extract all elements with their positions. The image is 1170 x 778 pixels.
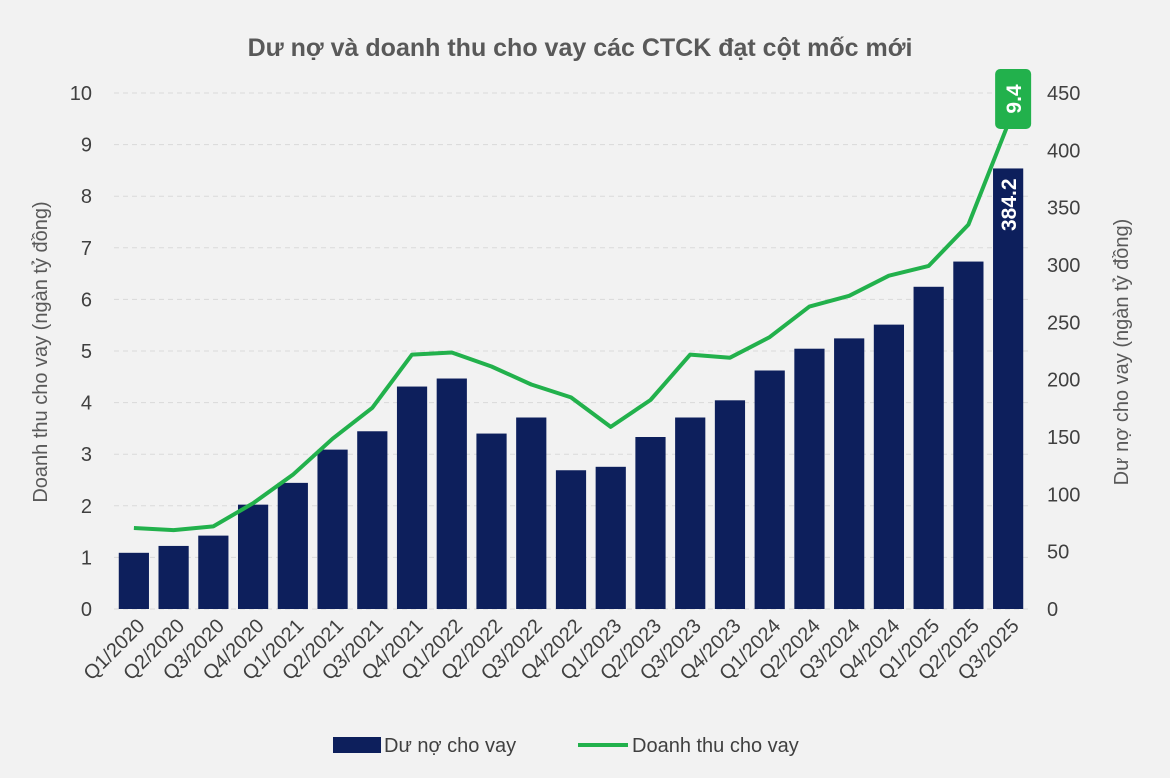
left-tick-label: 7 bbox=[81, 238, 92, 260]
bar bbox=[516, 417, 547, 609]
left-tick-label: 3 bbox=[81, 444, 92, 466]
right-tick-label: 50 bbox=[1047, 542, 1069, 564]
bar bbox=[794, 348, 825, 609]
right-tick-label: 250 bbox=[1047, 312, 1080, 334]
bar bbox=[993, 168, 1024, 609]
right-tick-label: 450 bbox=[1047, 83, 1080, 105]
bar bbox=[158, 545, 189, 609]
right-tick-label: 100 bbox=[1047, 484, 1080, 506]
right-axis-title: Dư nợ cho vay (ngàn tỷ đồng) bbox=[1111, 219, 1133, 486]
right-tick-label: 400 bbox=[1047, 140, 1080, 162]
line-series-doanh-thu bbox=[133, 123, 1010, 533]
left-tick-label: 9 bbox=[81, 135, 92, 157]
left-tick-label: 6 bbox=[81, 289, 92, 311]
left-tick-label: 0 bbox=[81, 599, 92, 621]
legend: Dư nợ cho vay Doanh thu cho vay bbox=[333, 735, 799, 757]
bar bbox=[555, 470, 587, 609]
bar bbox=[237, 504, 269, 609]
left-tick-label: 10 bbox=[70, 83, 92, 105]
line-data-label: 9.4 bbox=[1003, 84, 1026, 114]
bar-data-label: 384.2 bbox=[998, 178, 1021, 231]
bar bbox=[118, 552, 149, 609]
left-tick-label: 8 bbox=[81, 186, 92, 208]
bar bbox=[436, 378, 467, 609]
x-axis-ticks: Q1/2020Q2/2020Q3/2020Q4/2020Q1/2021Q2/20… bbox=[80, 615, 1024, 685]
chart-title: Dư nợ và doanh thu cho vay các CTCK đạt … bbox=[248, 34, 913, 62]
line-data-label-box bbox=[995, 69, 1032, 129]
left-axis-title: Doanh thu cho vay (ngàn tỷ đồng) bbox=[30, 201, 52, 502]
annotations: 384.2 9.4 bbox=[995, 69, 1032, 231]
bar bbox=[873, 324, 905, 609]
line-path bbox=[133, 123, 1010, 533]
bar bbox=[913, 286, 944, 609]
bar bbox=[714, 400, 746, 609]
bar bbox=[834, 338, 865, 609]
left-tick-label: 4 bbox=[81, 393, 92, 415]
legend-label-doanh-thu: Doanh thu cho vay bbox=[632, 735, 799, 757]
bar bbox=[635, 437, 666, 609]
bar bbox=[317, 449, 348, 609]
bar bbox=[675, 417, 706, 609]
right-tick-label: 350 bbox=[1047, 198, 1080, 220]
right-tick-label: 0 bbox=[1047, 599, 1058, 621]
bar bbox=[357, 431, 388, 609]
bar-series-du-no bbox=[118, 168, 1024, 609]
right-tick-label: 200 bbox=[1047, 370, 1080, 392]
legend-swatch-du-no bbox=[333, 737, 381, 753]
right-tick-label: 150 bbox=[1047, 427, 1080, 449]
bar bbox=[198, 535, 229, 609]
left-tick-label: 1 bbox=[81, 547, 92, 569]
bar bbox=[476, 433, 507, 609]
legend-label-du-no: Dư nợ cho vay bbox=[384, 735, 516, 757]
left-tick-label: 2 bbox=[81, 496, 92, 518]
right-axis-ticks: 0 50 100 150 200 250 300 350 400 450 bbox=[1047, 83, 1080, 621]
bar bbox=[595, 466, 626, 609]
bar bbox=[953, 261, 984, 609]
left-tick-label: 5 bbox=[81, 341, 92, 363]
right-tick-label: 300 bbox=[1047, 255, 1080, 277]
bar bbox=[277, 482, 308, 609]
bar bbox=[396, 386, 428, 609]
bar bbox=[754, 370, 785, 609]
left-axis-ticks: 0 1 2 3 4 5 6 7 8 9 10 bbox=[70, 83, 92, 621]
